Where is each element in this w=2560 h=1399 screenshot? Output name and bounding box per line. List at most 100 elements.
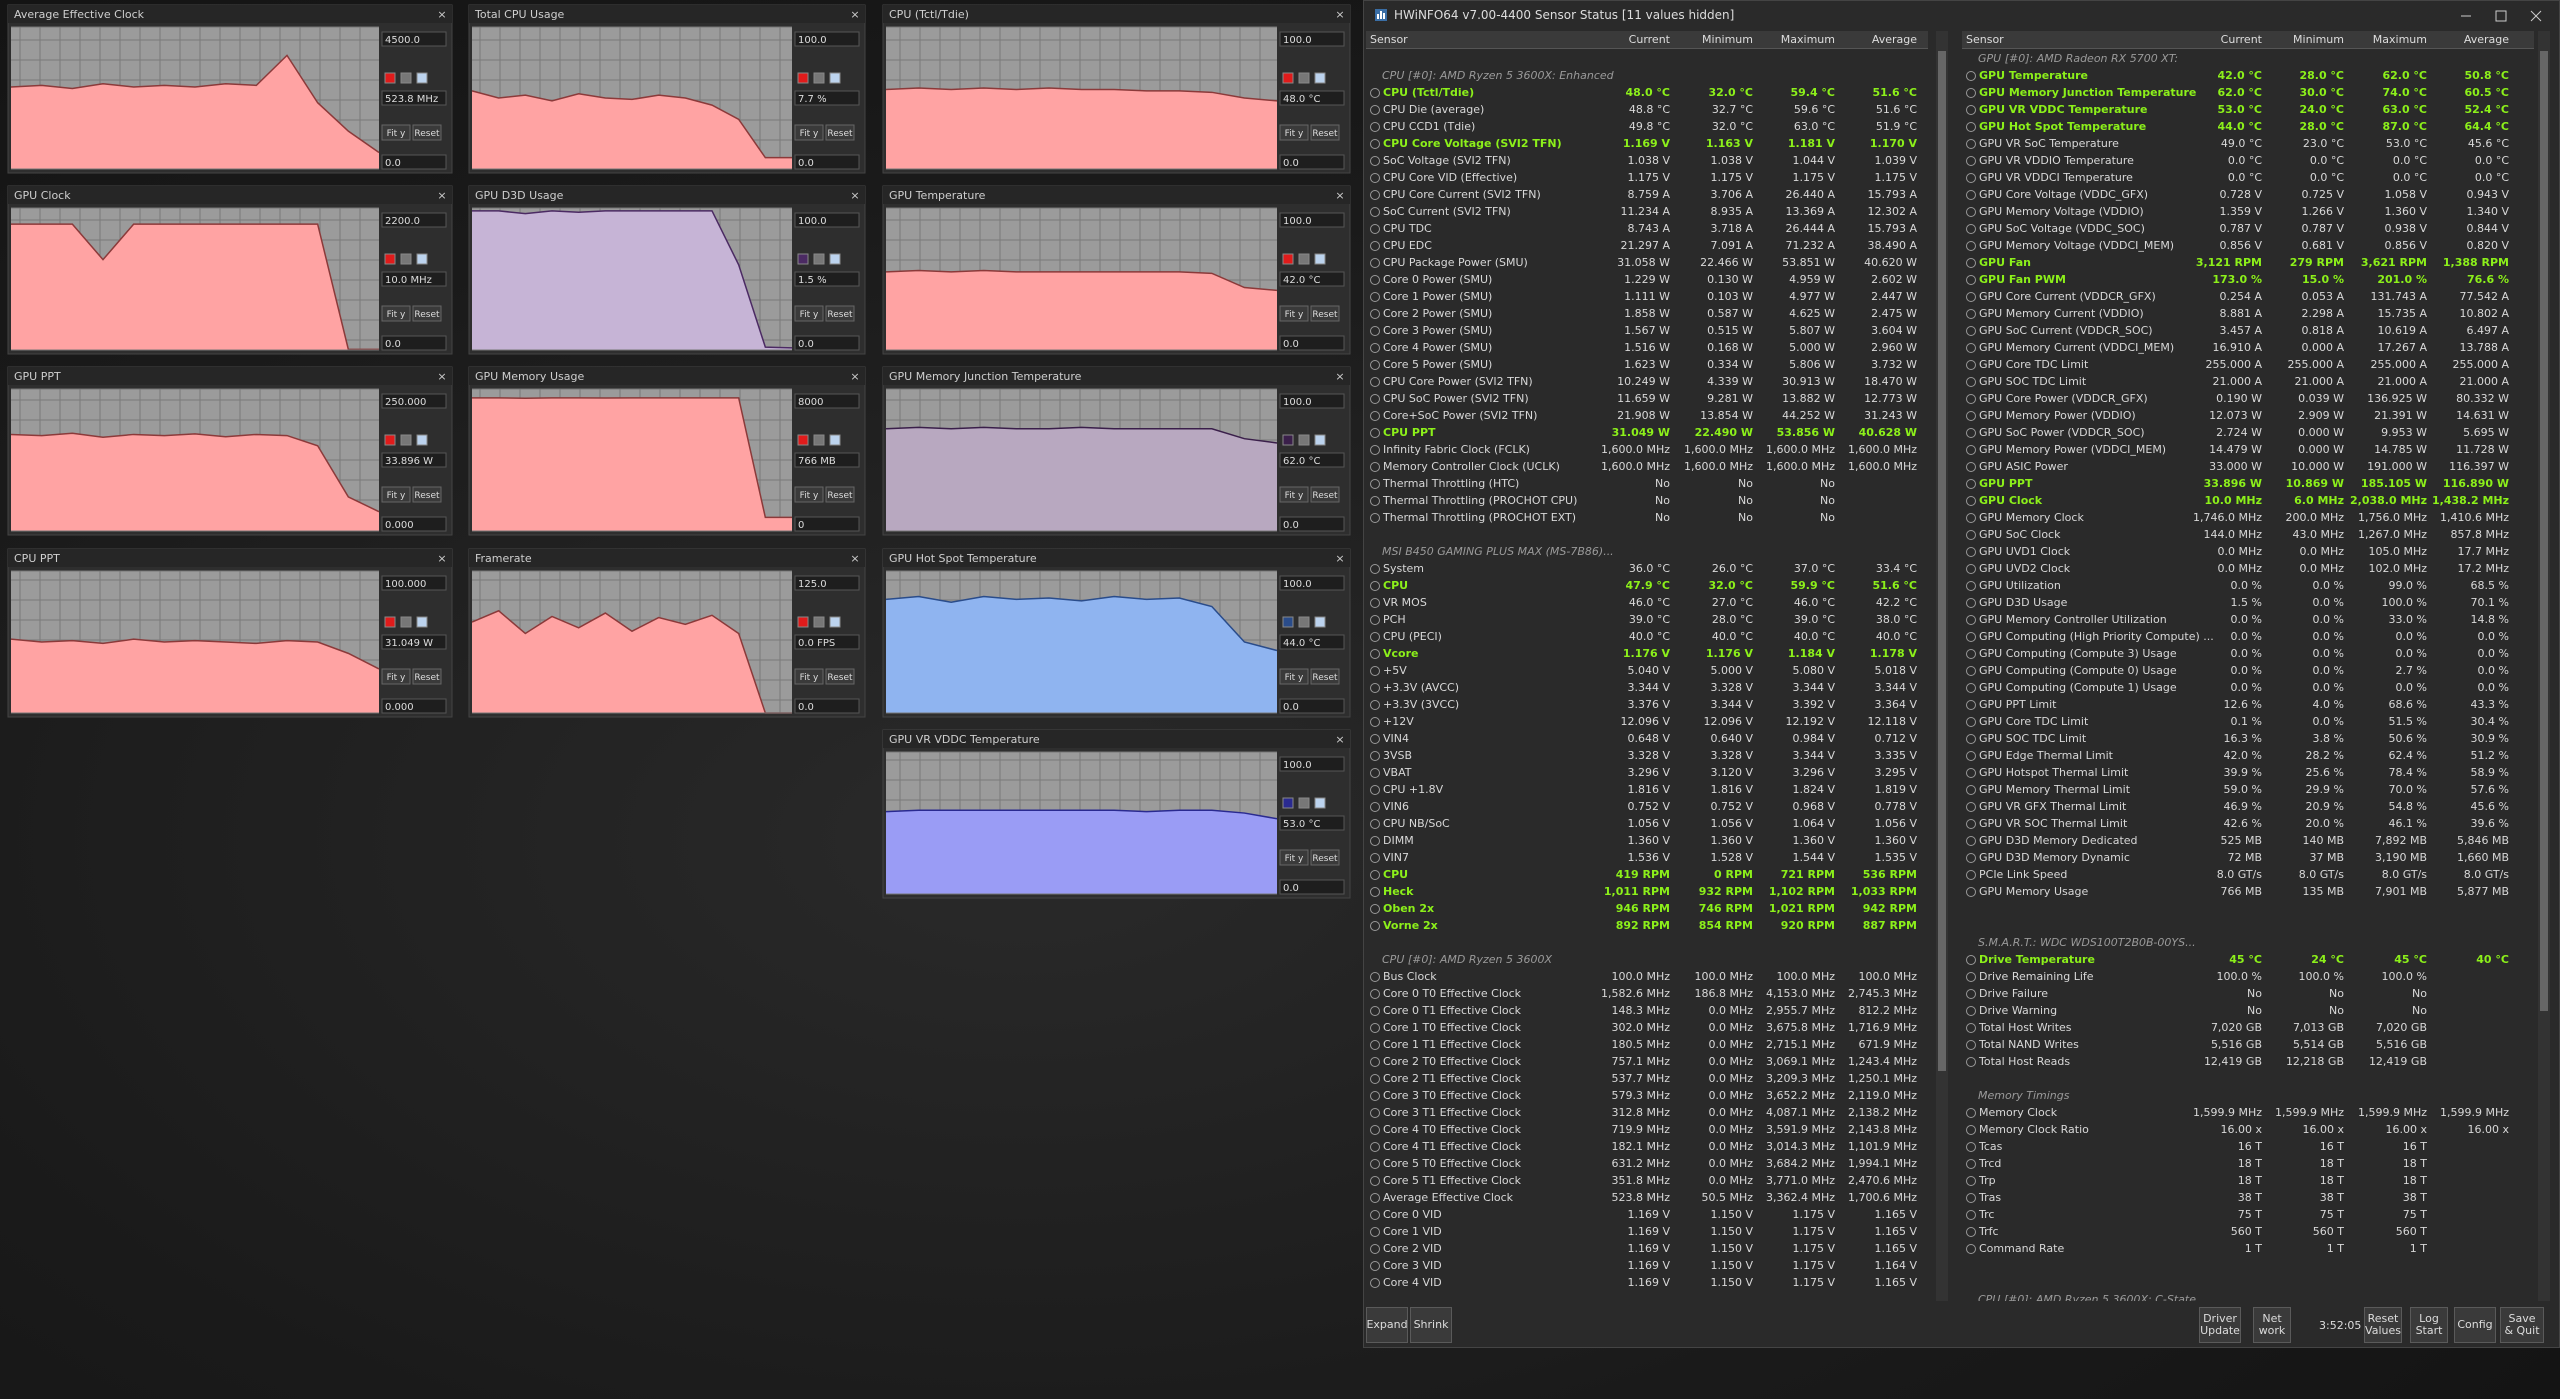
graph-button[interactable] (1310, 849, 1340, 866)
graph-button-label[interactable]: Fit y (1285, 310, 1304, 320)
color-swatch[interactable] (813, 72, 825, 84)
color-swatch[interactable] (829, 72, 841, 84)
color-swatch[interactable] (416, 616, 428, 628)
color-swatch[interactable] (829, 253, 841, 265)
color-swatch[interactable] (400, 616, 412, 628)
color-swatch[interactable] (813, 616, 825, 628)
graph-button-label[interactable]: Reset (1312, 129, 1338, 139)
shrink-button[interactable]: Shrink (1410, 1307, 1452, 1343)
log-button[interactable]: Log Start (2410, 1307, 2448, 1343)
graph-button-label[interactable]: Reset (827, 310, 853, 320)
color-swatch[interactable] (829, 434, 841, 446)
color-swatch[interactable] (1298, 616, 1310, 628)
close-button[interactable]: × (1335, 8, 1344, 21)
color-swatch[interactable] (1282, 616, 1294, 628)
color-swatch[interactable] (797, 616, 809, 628)
network-button[interactable]: Net work (2253, 1307, 2291, 1343)
graph-button[interactable] (1310, 486, 1340, 503)
close-button[interactable]: × (1335, 733, 1344, 746)
graph-button[interactable] (794, 124, 824, 141)
close-button[interactable]: × (437, 8, 446, 21)
graph-button-label[interactable]: Reset (1312, 854, 1338, 864)
color-swatch[interactable] (1314, 434, 1326, 446)
scrollbar[interactable] (1936, 31, 1948, 1301)
expand-button[interactable]: Expand (1366, 1307, 1408, 1343)
color-swatch[interactable] (1282, 72, 1294, 84)
graph-button-label[interactable]: Reset (414, 673, 440, 683)
color-swatch[interactable] (813, 253, 825, 265)
graph-button[interactable] (412, 124, 442, 141)
graph-button[interactable] (794, 486, 824, 503)
color-swatch[interactable] (1282, 434, 1294, 446)
color-swatch[interactable] (416, 72, 428, 84)
close-button[interactable]: × (1335, 552, 1344, 565)
graph-button-label[interactable]: Fit y (1285, 673, 1304, 683)
color-swatch[interactable] (384, 253, 396, 265)
graph-button-label[interactable]: Fit y (387, 673, 406, 683)
color-swatch[interactable] (416, 253, 428, 265)
graph-button[interactable] (381, 668, 411, 685)
graph-button-label[interactable]: Reset (827, 491, 853, 501)
graph-button[interactable] (1279, 124, 1309, 141)
color-swatch[interactable] (384, 72, 396, 84)
graph-button[interactable] (381, 124, 411, 141)
window-controls[interactable] (2451, 6, 2551, 26)
color-swatch[interactable] (1314, 797, 1326, 809)
graph-button[interactable] (381, 486, 411, 503)
graph-button-label[interactable]: Reset (1312, 673, 1338, 683)
graph-button-label[interactable]: Reset (1312, 491, 1338, 501)
close-button[interactable]: × (437, 370, 446, 383)
save-quit-button[interactable]: Save & Quit (2500, 1307, 2544, 1343)
color-swatch[interactable] (1298, 253, 1310, 265)
color-swatch[interactable] (384, 616, 396, 628)
graph-button-label[interactable]: Reset (414, 310, 440, 320)
graph-button[interactable] (1279, 305, 1309, 322)
graph-button[interactable] (1310, 124, 1340, 141)
graph-button-label[interactable]: Reset (827, 673, 853, 683)
graph-button[interactable] (825, 124, 855, 141)
graph-button[interactable] (412, 668, 442, 685)
close-button[interactable]: × (850, 370, 859, 383)
reset-button[interactable]: Reset Values (2364, 1307, 2402, 1343)
color-swatch[interactable] (384, 434, 396, 446)
graph-button[interactable] (825, 668, 855, 685)
graph-button[interactable] (412, 305, 442, 322)
config-button[interactable]: Config (2454, 1307, 2496, 1343)
graph-button-label[interactable]: Fit y (387, 491, 406, 501)
close-button[interactable]: × (850, 552, 859, 565)
color-swatch[interactable] (400, 72, 412, 84)
color-swatch[interactable] (400, 253, 412, 265)
color-swatch[interactable] (400, 434, 412, 446)
graph-button-label[interactable]: Reset (1312, 310, 1338, 320)
graph-button-label[interactable]: Fit y (1285, 854, 1304, 864)
graph-button-label[interactable]: Fit y (1285, 491, 1304, 501)
color-swatch[interactable] (797, 253, 809, 265)
graph-button-label[interactable]: Reset (414, 129, 440, 139)
close-button[interactable]: × (850, 189, 859, 202)
color-swatch[interactable] (1314, 253, 1326, 265)
graph-button-label[interactable]: Fit y (800, 310, 819, 320)
close-button[interactable]: × (1335, 189, 1344, 202)
graph-button-label[interactable]: Fit y (1285, 129, 1304, 139)
graph-button[interactable] (1310, 305, 1340, 322)
graph-button[interactable] (412, 486, 442, 503)
color-swatch[interactable] (829, 616, 841, 628)
graph-button[interactable] (825, 486, 855, 503)
graph-button-label[interactable]: Fit y (800, 491, 819, 501)
graph-button[interactable] (381, 305, 411, 322)
color-swatch[interactable] (797, 434, 809, 446)
close-button[interactable]: × (1335, 370, 1344, 383)
graph-button[interactable] (1279, 849, 1309, 866)
color-swatch[interactable] (1314, 72, 1326, 84)
graph-button[interactable] (1279, 486, 1309, 503)
close-button[interactable]: × (850, 8, 859, 21)
color-swatch[interactable] (1298, 797, 1310, 809)
graph-button[interactable] (1310, 668, 1340, 685)
scrollbar[interactable] (2538, 31, 2550, 1301)
color-swatch[interactable] (1298, 72, 1310, 84)
graph-button-label[interactable]: Fit y (387, 129, 406, 139)
color-swatch[interactable] (813, 434, 825, 446)
color-swatch[interactable] (1282, 797, 1294, 809)
color-swatch[interactable] (1298, 434, 1310, 446)
graph-button-label[interactable]: Reset (414, 491, 440, 501)
